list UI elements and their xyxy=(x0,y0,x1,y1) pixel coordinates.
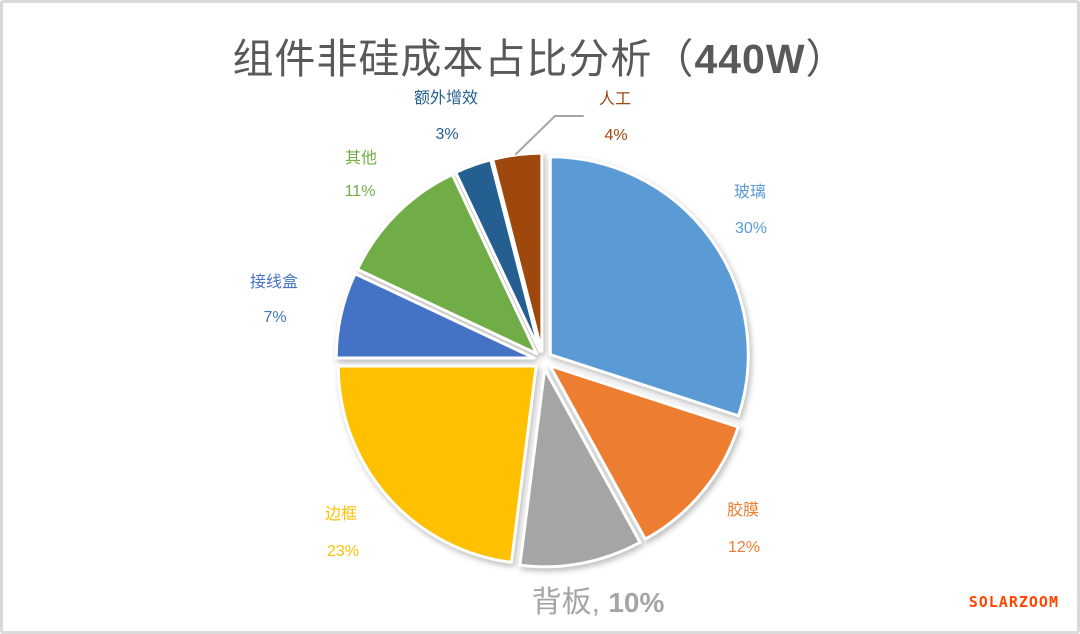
pie-chart xyxy=(334,115,750,569)
slice-name-backsheet: 背板 xyxy=(531,586,592,619)
pie-slice-other xyxy=(355,172,539,356)
slice-percent-other: 11% xyxy=(344,183,376,200)
slice-label-separator: , xyxy=(591,586,609,619)
pie-slice-labor xyxy=(491,151,544,353)
slice-name-eva-film: 胶膜 xyxy=(726,502,760,519)
slice-percent-labor: 4% xyxy=(604,127,628,144)
chart-title-wattage: 440W xyxy=(694,36,806,82)
chart-title-close-paren: ） xyxy=(805,36,848,82)
pie-slice-frame xyxy=(336,364,538,564)
slice-name-glass: 玻璃 xyxy=(733,184,767,201)
slice-percent-frame: 23% xyxy=(326,543,360,560)
pie-slice-junction-box xyxy=(334,272,536,360)
pie-slice-glass xyxy=(548,155,750,418)
slice-name-frame: 边框 xyxy=(324,506,358,523)
slice-percent-glass: 30% xyxy=(734,220,768,237)
slice-percent-backsheet: 10% xyxy=(608,587,665,618)
pie-slice-extra-gain xyxy=(454,158,542,354)
chart-title-text: 组件非硅成本占比分析（ xyxy=(232,36,695,82)
slice-label-backsheet: 背板, 10% xyxy=(532,588,665,618)
pie-slice-backsheet xyxy=(518,367,642,569)
watermark: SOLARZOOM xyxy=(968,593,1059,611)
slice-percent-eva-film: 12% xyxy=(727,539,761,556)
slice-name-labor: 人工 xyxy=(598,91,632,108)
slice-percent-extra-gain: 3% xyxy=(435,126,459,143)
slice-name-junction-box: 接线盒 xyxy=(249,274,299,291)
pie-slice-eva-film xyxy=(548,364,740,541)
slice-percent-junction-box: 7% xyxy=(263,309,287,326)
slice-name-other: 其他 xyxy=(344,150,378,167)
chart-title: 组件非硅成本占比分析（440W） xyxy=(3,25,1077,85)
slice-name-extra-gain: 额外增效 xyxy=(413,90,479,107)
leader-line-labor xyxy=(515,115,584,155)
